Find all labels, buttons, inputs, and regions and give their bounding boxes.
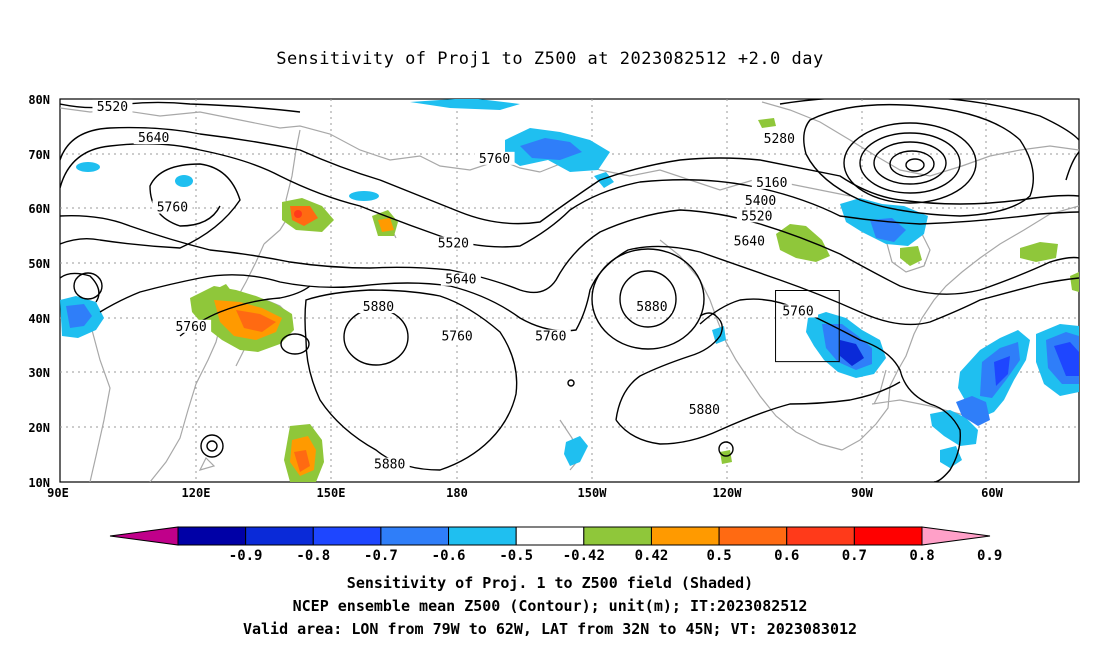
- colorbar-tick-label: -0.5: [499, 548, 533, 564]
- contour-label: 5520: [438, 237, 469, 252]
- lat-label-10n: 10N: [28, 476, 50, 490]
- sensitivity-shading: [60, 99, 1079, 482]
- colorbar-cell: [515, 526, 585, 546]
- colorbar-tick-label: -0.9: [229, 548, 263, 564]
- lon-label-120w: 120W: [713, 486, 743, 500]
- contour-label-bg: [759, 132, 800, 146]
- contour-label: 5160: [756, 176, 787, 191]
- colorbar-tick-label: -0.8: [296, 548, 330, 564]
- colorbar-cell: [177, 526, 247, 546]
- contour-label: 5880: [636, 300, 667, 315]
- lon-label-150w: 150W: [578, 486, 608, 500]
- colorbar-cell: [718, 526, 788, 546]
- contour-label: 5520: [741, 209, 772, 224]
- contour-labels: 5520 5640 5760 5520 5640 5760 5880 5760 5880 5760…: [92, 99, 819, 473]
- colorbar-cell: [448, 526, 517, 546]
- contour-label: 5880: [363, 300, 394, 315]
- contour-label: 5880: [689, 403, 720, 418]
- colorbar: -0.9 -0.8 -0.7 -0.6 -0.5 -0.42 0.42 0.5 0.6 0.7 0.…: [109, 526, 1002, 564]
- contour-label-bg: [92, 99, 133, 113]
- lon-label-180: 180: [446, 486, 468, 500]
- lat-label-40n: 40N: [28, 312, 50, 326]
- longitude-axis: 90E 120E 150E 180 150W 120W 90W 60W: [47, 486, 1003, 500]
- contour-label-bg: [684, 402, 725, 416]
- colorbar-tick-label: 0.42: [635, 548, 669, 564]
- colorbar-cell: [786, 526, 855, 546]
- colorbar-tick-label: -0.7: [364, 548, 398, 564]
- contour-label-bg: [437, 329, 478, 343]
- contour-label-bg: [736, 209, 777, 223]
- latitude-axis: 80N 70N 60N 50N 40N 30N 20N 10N: [28, 93, 50, 490]
- colorbar-cell: [583, 526, 652, 546]
- contour-label: 5760: [535, 330, 566, 345]
- colorbar-cell: [650, 526, 720, 546]
- colorbar-tick-label: 0.8: [909, 548, 934, 564]
- contour-label: 5400: [745, 194, 776, 209]
- contour-label-bg: [440, 272, 481, 286]
- contour-label: 5640: [734, 234, 765, 249]
- contour-label-bg: [369, 457, 410, 471]
- contour-label: 5640: [445, 273, 476, 288]
- caption-shading: Sensitivity of Proj. 1 to Z500 field (Sh…: [346, 574, 754, 592]
- colorbar-min-arrow: [109, 526, 179, 546]
- contour-label: 5640: [138, 131, 169, 146]
- contour-label: 5880: [374, 458, 405, 473]
- contour-label-bg: [171, 319, 212, 333]
- contour-label-bg: [358, 300, 399, 314]
- colorbar-tick-label: 0.5: [706, 548, 731, 564]
- contour-label: 5280: [764, 132, 795, 147]
- lon-label-150e: 150E: [317, 486, 346, 500]
- contour-label-bg: [740, 193, 781, 207]
- lat-label-60n: 60N: [28, 202, 50, 216]
- caption-valid-area: Valid area: LON from 79W to 62W, LAT fro…: [242, 620, 858, 638]
- contour-label-bg: [631, 300, 672, 314]
- chart-title: Sensitivity of Proj1 to Z500 at 20230825…: [276, 49, 824, 69]
- lat-label-20n: 20N: [28, 421, 50, 435]
- colorbar-tick-label: -0.42: [563, 548, 605, 564]
- lon-label-60w: 60W: [981, 486, 1003, 500]
- lat-label-80n: 80N: [28, 93, 50, 107]
- colorbar-cell: [312, 526, 382, 546]
- contour-label-bg: [530, 329, 571, 343]
- lat-label-30n: 30N: [28, 366, 50, 380]
- valid-area-box: [775, 290, 840, 363]
- colorbar-cell: [380, 526, 450, 546]
- contour-label: 5760: [441, 330, 472, 345]
- colorbar-cell: [853, 526, 923, 546]
- colorbar-tick-label: 0.9: [977, 548, 1002, 564]
- contour-label-bg: [751, 175, 792, 189]
- lon-label-120e: 120E: [182, 486, 211, 500]
- caption-contour: NCEP ensemble mean Z500 (Contour); unit(…: [292, 597, 808, 615]
- contour-label: 5760: [175, 320, 206, 335]
- colorbar-tick-label: 0.7: [842, 548, 867, 564]
- colorbar-max-arrow: [921, 526, 991, 546]
- contour-label-bg: [778, 304, 819, 318]
- lat-label-50n: 50N: [28, 257, 50, 271]
- colorbar-tick-label: -0.6: [432, 548, 466, 564]
- contour-label: 5520: [97, 100, 128, 115]
- contour-label-bg: [152, 200, 193, 214]
- contour-label: 5760: [782, 304, 813, 319]
- contour-label-bg: [474, 151, 515, 165]
- contour-label: 5760: [157, 201, 188, 216]
- contour-label-bg: [729, 234, 770, 248]
- contour-label-bg: [433, 236, 474, 250]
- lon-label-90w: 90W: [851, 486, 873, 500]
- contour-label: 5760: [479, 152, 510, 167]
- colorbar-tick-label: 0.6: [774, 548, 799, 564]
- colorbar-cell: [245, 526, 314, 546]
- contour-label-bg: [133, 131, 174, 145]
- lon-label-90e: 90E: [47, 486, 69, 500]
- lat-label-70n: 70N: [28, 148, 50, 162]
- z500-contours: [60, 99, 1079, 482]
